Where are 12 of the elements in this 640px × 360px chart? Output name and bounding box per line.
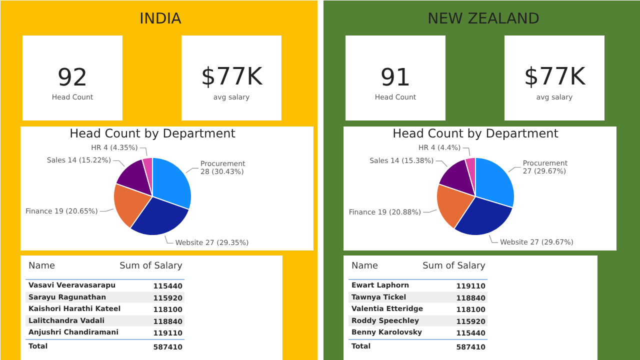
chart-title: Head Count by Department: [392, 126, 559, 140]
text: Name: [28, 262, 56, 272]
text: 92: [57, 64, 88, 92]
chart-title: Head Count by Department: [70, 126, 236, 140]
text: Sum of Salary: [120, 262, 184, 272]
text: INDIA: [140, 10, 182, 28]
text: 91: [380, 64, 411, 92]
text: Name: [352, 262, 379, 272]
text: $77K: [524, 62, 587, 90]
text: NEW ZEALAND: [427, 10, 540, 28]
text: Sum of Salary: [422, 262, 486, 272]
text: $77K: [200, 62, 264, 90]
